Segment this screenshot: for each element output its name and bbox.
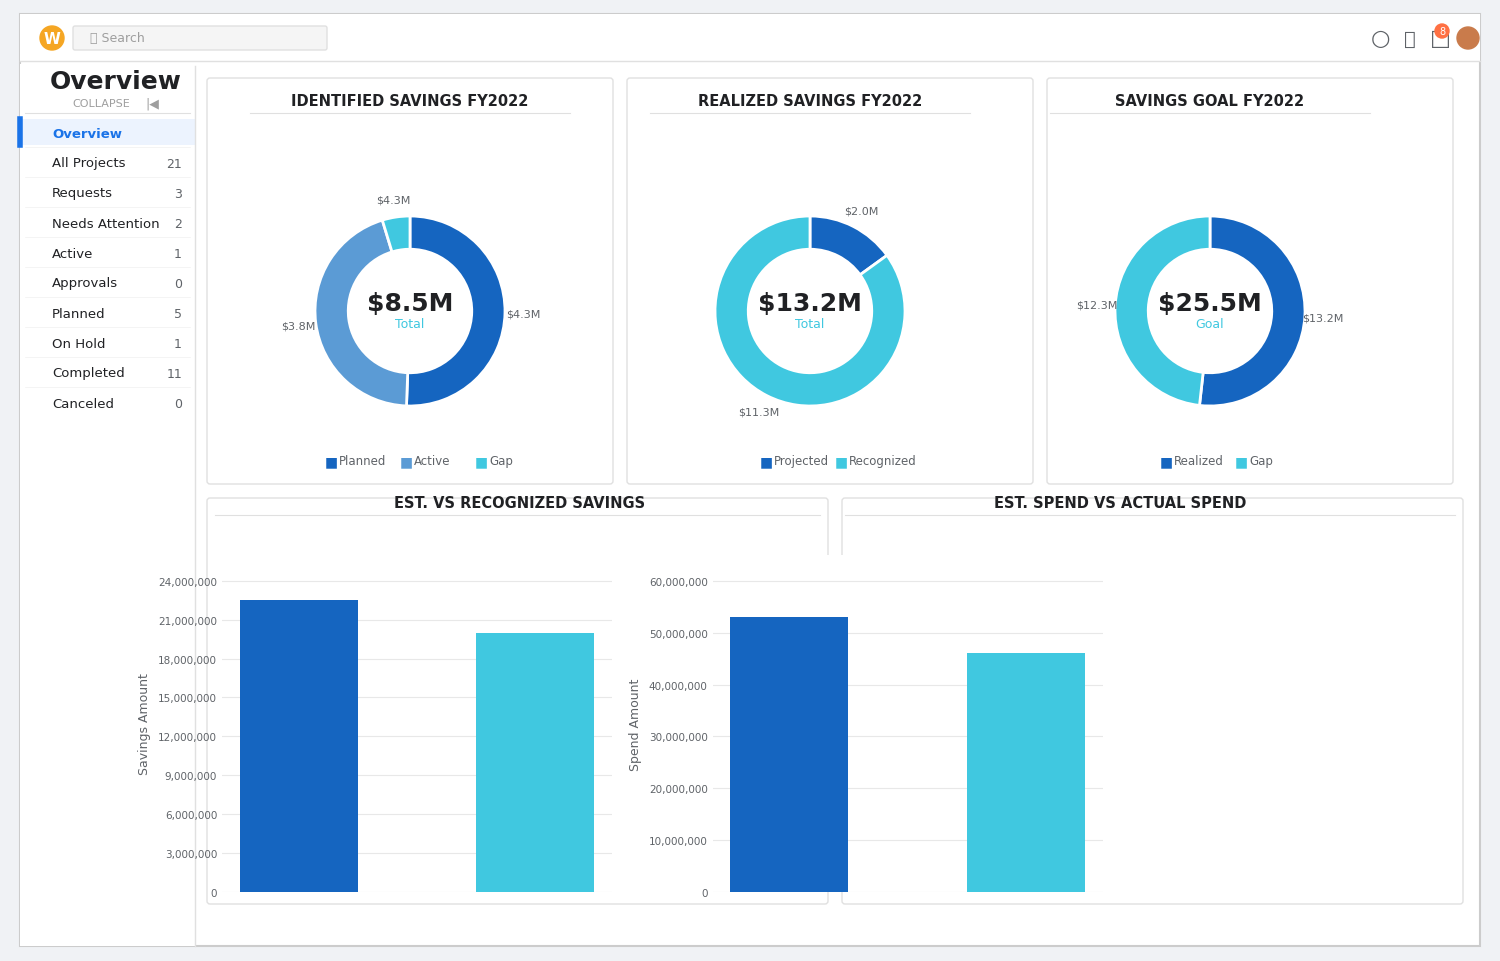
Text: SAVINGS GOAL FY2022: SAVINGS GOAL FY2022 <box>1116 94 1305 110</box>
Bar <box>240 601 358 892</box>
Text: ■: ■ <box>326 455 338 469</box>
Text: 8: 8 <box>1438 27 1444 37</box>
Text: 21: 21 <box>166 158 182 170</box>
Y-axis label: Spend Amount: Spend Amount <box>628 678 642 770</box>
Text: All Projects: All Projects <box>53 158 126 170</box>
Text: Total: Total <box>795 317 825 331</box>
Text: 🔔: 🔔 <box>1404 30 1416 48</box>
Text: ■: ■ <box>760 455 772 469</box>
Text: EST. VS RECOGNIZED SAVINGS: EST. VS RECOGNIZED SAVINGS <box>394 496 645 511</box>
Text: ○: ○ <box>1371 29 1389 49</box>
Circle shape <box>1456 28 1479 50</box>
Text: □: □ <box>1430 29 1450 49</box>
Wedge shape <box>1200 217 1305 407</box>
Text: $3.8M: $3.8M <box>280 321 315 332</box>
Text: $12.3M: $12.3M <box>1077 301 1118 310</box>
Text: $4.3M: $4.3M <box>376 195 411 205</box>
Text: ■: ■ <box>1234 455 1248 469</box>
FancyBboxPatch shape <box>627 79 1034 484</box>
FancyBboxPatch shape <box>207 499 828 904</box>
Wedge shape <box>406 217 506 407</box>
Text: On Hold: On Hold <box>53 337 105 350</box>
Text: Completed: Completed <box>53 367 124 381</box>
Text: Gap: Gap <box>1250 455 1274 468</box>
Wedge shape <box>810 217 886 276</box>
Text: Overview: Overview <box>53 128 122 140</box>
Bar <box>20 65 195 946</box>
Text: 0: 0 <box>174 277 182 290</box>
Text: $11.3M: $11.3M <box>738 407 778 417</box>
Bar <box>20 120 195 146</box>
Wedge shape <box>1114 217 1210 406</box>
Text: Overview: Overview <box>50 70 182 94</box>
Text: Total: Total <box>396 317 424 331</box>
Text: IDENTIFIED SAVINGS FY2022: IDENTIFIED SAVINGS FY2022 <box>291 94 528 110</box>
Y-axis label: Savings Amount: Savings Amount <box>138 673 152 775</box>
Text: 11: 11 <box>166 367 182 381</box>
Text: ■: ■ <box>1160 455 1173 469</box>
FancyBboxPatch shape <box>20 15 1480 946</box>
Text: EST. SPEND VS ACTUAL SPEND: EST. SPEND VS ACTUAL SPEND <box>994 496 1246 511</box>
Bar <box>966 653 1084 892</box>
Text: 0: 0 <box>174 397 182 410</box>
Text: Planned: Planned <box>339 455 387 468</box>
Text: $8.5M: $8.5M <box>368 292 453 315</box>
Text: 3: 3 <box>174 187 182 200</box>
Text: Projected: Projected <box>774 455 830 468</box>
Text: 5: 5 <box>174 308 182 320</box>
FancyBboxPatch shape <box>207 79 614 484</box>
Circle shape <box>1436 25 1449 39</box>
Text: ■: ■ <box>400 455 412 469</box>
Text: 🔍 Search: 🔍 Search <box>90 33 144 45</box>
Text: ■: ■ <box>476 455 488 469</box>
Bar <box>730 618 849 892</box>
Text: 2: 2 <box>174 217 182 231</box>
Circle shape <box>40 27 64 51</box>
Text: $4.3M: $4.3M <box>506 308 540 319</box>
Text: $13.2M: $13.2M <box>758 292 862 315</box>
Text: Recognized: Recognized <box>849 455 916 468</box>
Text: $13.2M: $13.2M <box>1302 313 1344 323</box>
Text: Goal: Goal <box>1196 317 1224 331</box>
Text: 1: 1 <box>174 337 182 350</box>
Text: REALIZED SAVINGS FY2022: REALIZED SAVINGS FY2022 <box>698 94 922 110</box>
Text: 1: 1 <box>174 247 182 260</box>
Text: Gap: Gap <box>489 455 513 468</box>
Text: COLLAPSE: COLLAPSE <box>72 99 130 109</box>
Text: Realized: Realized <box>1174 455 1224 468</box>
Text: $2.0M: $2.0M <box>844 207 879 216</box>
Text: Active: Active <box>53 247 93 260</box>
FancyBboxPatch shape <box>74 27 327 51</box>
Wedge shape <box>315 221 408 407</box>
Bar <box>476 633 594 892</box>
Text: $25.5M: $25.5M <box>1158 292 1262 315</box>
Bar <box>20 15 1480 62</box>
FancyBboxPatch shape <box>1047 79 1454 484</box>
Wedge shape <box>382 217 410 253</box>
Text: Canceled: Canceled <box>53 397 114 410</box>
FancyBboxPatch shape <box>842 499 1462 904</box>
Text: Needs Attention: Needs Attention <box>53 217 159 231</box>
Wedge shape <box>716 217 904 407</box>
Text: ■: ■ <box>836 455 848 469</box>
Text: |◀: |◀ <box>146 97 159 111</box>
Text: Planned: Planned <box>53 308 105 320</box>
Text: W: W <box>44 32 60 46</box>
Text: Active: Active <box>414 455 450 468</box>
Text: Requests: Requests <box>53 187 112 200</box>
Text: Approvals: Approvals <box>53 277 118 290</box>
